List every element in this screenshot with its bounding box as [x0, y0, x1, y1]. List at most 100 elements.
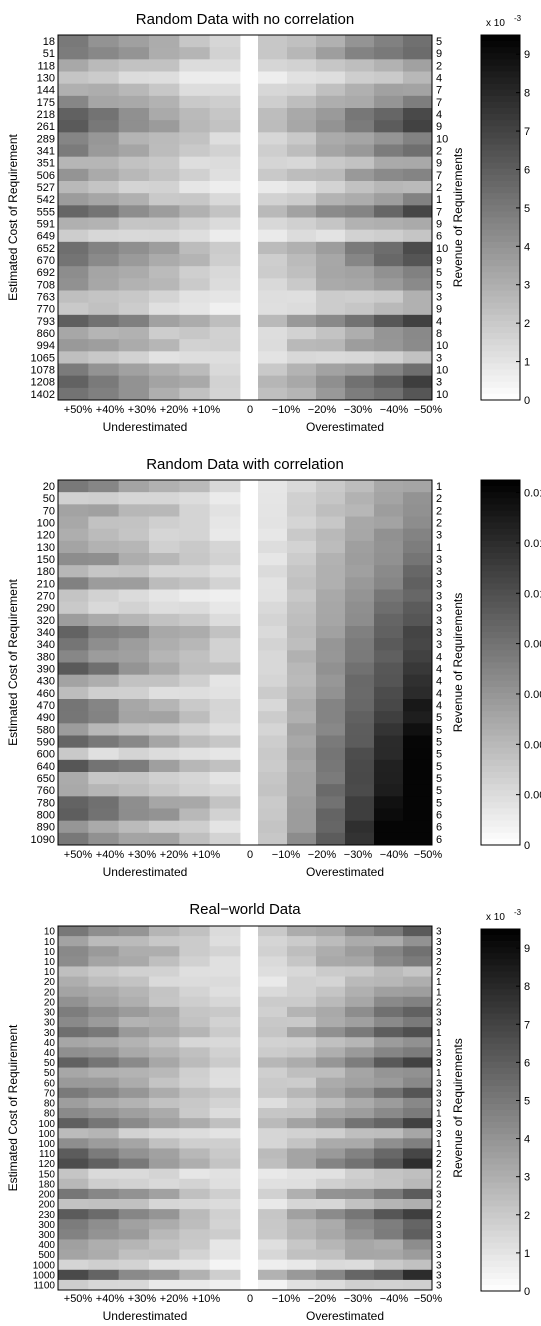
heatmap-cell [403, 956, 433, 967]
heatmap-cell [179, 339, 211, 352]
heatmap-cell [287, 241, 317, 255]
colorbar-segment [481, 1140, 520, 1147]
heatmap-cell [149, 387, 180, 401]
heatmap-cell [403, 492, 433, 505]
heatmap-cell [374, 832, 404, 846]
heatmap-cell [58, 1067, 89, 1079]
heatmap-cell [209, 832, 241, 846]
heatmap-cell [149, 516, 180, 530]
y-tick-label-left: 341 [37, 146, 55, 158]
heatmap-cell [403, 577, 433, 590]
colorbar-segment [481, 266, 520, 273]
heatmap-cell [58, 95, 89, 109]
heatmap-cell [287, 266, 317, 279]
heatmap-cell [118, 613, 150, 627]
heatmap-cell [403, 1188, 433, 1200]
colorbar-segment [481, 357, 520, 364]
heatmap-cell [403, 1209, 433, 1220]
heatmap-cell [258, 650, 288, 663]
heatmap-cell [316, 1188, 346, 1200]
y-tick-label-right: 3 [436, 352, 442, 364]
heatmap-cell [149, 168, 180, 182]
y-tick-label-left: 300 [38, 1220, 55, 1231]
y-tick-label-right: 9 [436, 121, 442, 133]
heatmap-cell [118, 1259, 150, 1271]
heatmap-cell [287, 976, 317, 988]
colorbar-segment [481, 260, 520, 267]
heatmap-cell [118, 95, 150, 109]
heatmap-cell [316, 699, 346, 712]
colorbar-segment [481, 1097, 520, 1105]
heatmap-cell [345, 144, 375, 158]
heatmap-cell [58, 492, 89, 505]
heatmap-cell [403, 314, 433, 328]
heatmap-cell [58, 796, 89, 809]
heatmap-cell [287, 1148, 317, 1159]
heatmap-cell [88, 553, 120, 566]
heatmap-cell [258, 1118, 288, 1129]
heatmap-cell [209, 1128, 241, 1139]
heatmap-cell [403, 1148, 433, 1159]
heatmap-cell [179, 156, 211, 170]
heatmap-cell [58, 613, 89, 627]
heatmap-cell [316, 796, 346, 809]
heatmap-cell [179, 480, 211, 493]
colorbar-tick-label: 2 [524, 1210, 530, 1222]
heatmap-cell [345, 1118, 375, 1129]
heatmap-cell [209, 132, 241, 145]
chart-title: Random Data with no correlation [136, 11, 354, 28]
plot-frame [57, 925, 433, 1291]
y-tick-label-left: 542 [37, 194, 55, 206]
heatmap-cell [88, 986, 120, 998]
heatmap-cell [316, 492, 346, 505]
heatmap-cell [403, 996, 433, 1008]
heatmap-cell [316, 1178, 346, 1190]
heatmap-cell [258, 926, 288, 937]
heatmap-cell [374, 1188, 404, 1200]
colorbar-segment [481, 814, 520, 822]
y-tick-label-left: 600 [37, 749, 55, 761]
heatmap-cell [403, 1279, 433, 1291]
heatmap-cell [88, 926, 120, 937]
heatmap-cell [403, 516, 433, 530]
heatmap-cell [345, 662, 375, 676]
y-tick-label-right: 9 [436, 158, 442, 170]
heatmap-cell [345, 976, 375, 988]
heatmap-cell [374, 516, 404, 530]
heatmap-cell [374, 662, 404, 676]
heatmap-cell [287, 1188, 317, 1200]
heatmap-cell [88, 83, 120, 97]
colorbar-tick-label: 0.006 [524, 689, 541, 701]
heatmap-cell [179, 626, 211, 639]
heatmap-cell [58, 327, 89, 340]
heatmap-cell [118, 540, 150, 554]
heatmap-cell [258, 565, 288, 578]
colorbar-segment [481, 826, 520, 834]
heatmap-cell [118, 565, 150, 578]
heatmap-cell [345, 83, 375, 97]
heatmap-cell [209, 936, 241, 947]
y-tick-label-left: 527 [37, 182, 55, 194]
heatmap-cell [58, 193, 89, 206]
heatmap-cell [403, 650, 433, 663]
heatmap-cell [345, 1006, 375, 1018]
colorbar-segment [481, 41, 520, 48]
heatmap-cell [58, 504, 89, 517]
heatmap-cell [374, 181, 404, 194]
x-tick-label: +30% [128, 1293, 157, 1305]
colorbar-tick-label: 2 [524, 318, 530, 330]
heatmap-cell [179, 205, 211, 218]
colorbar-segment [481, 272, 520, 279]
colorbar-tick-label: 8 [524, 981, 530, 993]
y-tick-label-left: 1208 [31, 377, 55, 389]
heatmap-cell [209, 516, 241, 530]
heatmap-cell [403, 1027, 433, 1038]
colorbar-segment [481, 223, 520, 231]
colorbar-segment [481, 571, 520, 578]
y-tick-label-left: 270 [37, 591, 55, 603]
plot-frame [57, 479, 433, 846]
y-tick-label-left: 1000 [33, 1270, 56, 1281]
y-tick-label-right: 3 [436, 627, 442, 639]
heatmap-cell [403, 1097, 433, 1109]
